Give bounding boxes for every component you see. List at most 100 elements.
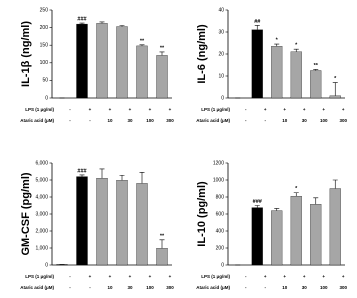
y-tick-label: 150 [40, 43, 49, 49]
y-tick-label: 0 [221, 262, 224, 268]
bar [156, 55, 168, 99]
lps-value: + [303, 107, 306, 112]
y-tick-label: 400 [216, 228, 225, 234]
y-tick-label: 40 [218, 7, 224, 13]
lps-value: - [245, 274, 247, 279]
row-label: Ataric acid (μM) [196, 285, 230, 290]
y-tick-label: 200 [216, 245, 225, 251]
lps-value: + [169, 107, 172, 112]
y-tick-label: 800 [216, 194, 225, 200]
error-bar [293, 48, 299, 52]
error-bar [99, 168, 105, 179]
lps-value: + [322, 107, 325, 112]
x-tick-label: - [245, 118, 247, 123]
x-tick-label: - [89, 285, 91, 290]
lps-value: + [264, 107, 267, 112]
x-tick-label: - [69, 118, 71, 123]
bar [76, 176, 88, 266]
lps-value: + [342, 107, 345, 112]
lps-value: + [109, 107, 112, 112]
bar [116, 180, 128, 266]
lps-value: + [129, 107, 132, 112]
error-bar [139, 44, 145, 46]
y-tick-label: 0 [45, 262, 48, 268]
significance: * [295, 186, 298, 192]
lps-value: + [283, 107, 286, 112]
x-tick-label: 300 [339, 285, 347, 290]
significance: ** [314, 63, 319, 69]
y-tick-label: 200 [40, 25, 49, 31]
y-axis-label: IL-10 (pg/ml) [196, 181, 208, 247]
y-axis-label: IL-6 (ng/ml) [196, 24, 208, 84]
error-bar [119, 25, 125, 27]
x-tick-label: 30 [302, 118, 308, 123]
bar [290, 195, 302, 266]
y-tick-label: 5,000 [35, 177, 48, 183]
lps-value: + [283, 274, 286, 279]
x-tick-label: 30 [302, 285, 308, 290]
y-tick-label: 0 [45, 95, 48, 101]
x-tick-label: - [69, 285, 71, 290]
x-tick-label: - [265, 118, 267, 123]
lps-value: + [109, 274, 112, 279]
x-tick-label: - [245, 285, 247, 290]
lps-value: + [303, 274, 306, 279]
x-tick-label: 100 [146, 118, 154, 123]
bar [136, 45, 148, 99]
error-bar [274, 208, 280, 211]
bar [329, 95, 341, 99]
y-axis-label: IL-1β (ng/ml) [20, 21, 32, 87]
error-bar [254, 25, 260, 30]
error-bar [159, 51, 165, 56]
error-bar [332, 82, 338, 96]
error-bar [274, 43, 280, 47]
error-bar [313, 69, 319, 71]
significance: ### [77, 168, 86, 174]
error-bar [313, 197, 319, 205]
bar [329, 188, 341, 266]
y-tick-label: 20 [218, 51, 224, 57]
error-bar [332, 179, 338, 189]
y-tick-label: 1000 [213, 177, 224, 183]
x-tick-label: 300 [339, 118, 347, 123]
significance: * [276, 38, 279, 44]
lps-value: + [342, 274, 345, 279]
y-tick-label: 250 [40, 7, 49, 13]
x-tick-label: - [89, 118, 91, 123]
y-tick-label: 3,000 [35, 211, 48, 217]
x-tick-label: 300 [166, 285, 174, 290]
lps-value: - [69, 107, 71, 112]
error-bar [79, 22, 85, 25]
lps-value: + [169, 274, 172, 279]
x-tick-label: 10 [107, 285, 113, 290]
error-bar [139, 172, 145, 184]
lps-value: + [89, 107, 92, 112]
y-tick-label: 2,000 [35, 228, 48, 234]
lps-value: - [245, 107, 247, 112]
bar [271, 210, 283, 266]
error-bar [119, 174, 125, 181]
bar [96, 178, 108, 266]
significance: ### [77, 16, 86, 22]
significance: ** [160, 45, 165, 51]
significance: ### [253, 199, 262, 205]
lps-value: + [264, 274, 267, 279]
bar [290, 51, 302, 99]
y-tick-label: 600 [216, 211, 225, 217]
x-tick-label: 300 [166, 118, 174, 123]
error-bar [293, 192, 299, 197]
x-tick-label: 30 [127, 118, 133, 123]
x-tick-label: - [265, 285, 267, 290]
row-label: Ataric acid (μM) [196, 118, 230, 123]
x-tick-label: 30 [127, 285, 133, 290]
significance: ## [254, 19, 260, 25]
y-tick-label: 0 [221, 95, 224, 101]
x-tick-label: 100 [320, 118, 328, 123]
y-tick-label: 100 [40, 60, 49, 66]
bar [310, 70, 322, 99]
significance: ** [160, 233, 165, 239]
lps-value: + [149, 107, 152, 112]
lps-value: + [129, 274, 132, 279]
row-label: LPS (1 μg/ml) [25, 274, 54, 279]
